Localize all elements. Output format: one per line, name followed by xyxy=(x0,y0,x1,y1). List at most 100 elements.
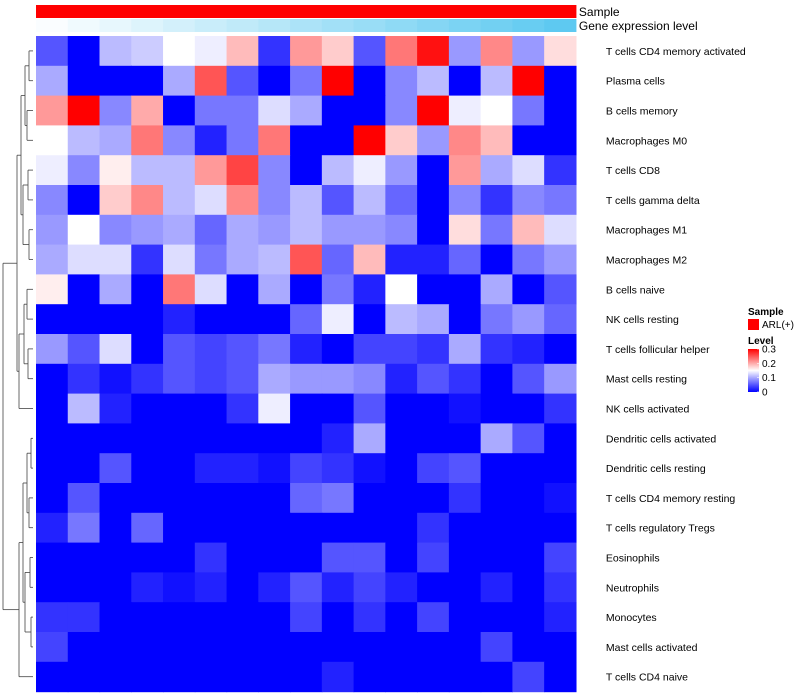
heatmap-cell xyxy=(163,244,196,275)
gene-expression-annotation-cell xyxy=(163,19,196,32)
heatmap-cell xyxy=(385,512,418,544)
heatmap-cell xyxy=(290,185,323,216)
heatmap-cell xyxy=(512,363,545,395)
heatmap-cell xyxy=(448,36,482,67)
heatmap-cell xyxy=(290,512,323,544)
heatmap-cell xyxy=(417,542,450,573)
heatmap-cell xyxy=(258,483,291,514)
row-label: Macrophages M2 xyxy=(606,255,687,267)
heatmap-cell xyxy=(163,214,196,246)
heatmap-cell xyxy=(353,453,386,484)
heatmap-cell xyxy=(290,632,323,663)
heatmap-cell xyxy=(353,572,386,603)
heatmap-cell xyxy=(321,125,355,156)
heatmap-cell xyxy=(480,65,513,97)
sample-annotation-cell xyxy=(163,5,196,18)
heatmap-cell xyxy=(544,95,577,126)
sample-annotation-cell xyxy=(480,5,513,18)
heatmap-cell xyxy=(385,661,418,693)
heatmap-cell xyxy=(353,214,386,246)
row-dendrogram xyxy=(2,50,33,678)
heatmap-cell xyxy=(480,542,513,573)
heatmap-cell xyxy=(385,274,418,305)
heatmap-cell xyxy=(131,542,164,573)
heatmap-cell xyxy=(544,125,577,156)
heatmap-cell xyxy=(480,632,513,663)
heatmap-cell xyxy=(290,453,323,484)
gene-expression-annotation-cell xyxy=(226,19,259,32)
heatmap-cell xyxy=(226,155,259,186)
heatmap-cell xyxy=(226,632,259,663)
row-label: T cells follicular helper xyxy=(606,344,710,356)
gene-expression-annotation-cell xyxy=(194,19,228,32)
heatmap-cell xyxy=(194,304,228,335)
sample-annotation-cell xyxy=(258,5,291,18)
sample-annotation-cell xyxy=(512,5,545,18)
heatmap-cell xyxy=(131,363,164,395)
heatmap-cell xyxy=(448,274,482,305)
gene-expression-annotation-cell xyxy=(258,19,291,32)
heatmap-cell xyxy=(67,214,101,246)
row-label: T cells CD4 memory activated xyxy=(606,46,746,58)
heatmap-cell xyxy=(480,423,513,454)
heatmap-cell xyxy=(480,602,513,633)
heatmap-cell xyxy=(194,572,228,603)
heatmap-cell xyxy=(226,65,259,97)
sample-annotation-cell xyxy=(194,5,228,18)
heatmap-cell xyxy=(99,274,132,305)
heatmap-cell xyxy=(131,572,164,603)
heatmap-cell xyxy=(258,185,291,216)
heatmap-cell xyxy=(417,483,450,514)
heatmap-cell xyxy=(544,304,577,335)
heatmap-cell xyxy=(321,155,355,186)
heatmap-cell xyxy=(321,36,355,67)
heatmap-cell xyxy=(194,95,228,126)
heatmap-cell xyxy=(258,304,291,335)
heatmap-cell xyxy=(353,512,386,544)
heatmap-cell xyxy=(194,512,228,544)
heatmap-cell xyxy=(226,304,259,335)
heatmap-cell xyxy=(290,95,323,126)
gene-expression-annotation-cell xyxy=(385,19,418,32)
heatmap-cell xyxy=(226,453,259,484)
heatmap-cell xyxy=(448,602,482,633)
sample-annotation-cell xyxy=(226,5,259,18)
heatmap-cell xyxy=(321,453,355,484)
heatmap-cell xyxy=(99,661,132,693)
heatmap-cell xyxy=(131,632,164,663)
heatmap-cell xyxy=(36,632,69,663)
heatmap-cell xyxy=(67,632,101,663)
heatmap-cell xyxy=(321,244,355,275)
legend-level-tick-label: 0 xyxy=(762,388,768,399)
row-label: NK cells activated xyxy=(606,404,690,416)
heatmap-cell xyxy=(67,512,101,544)
heatmap-cell xyxy=(163,274,196,305)
heatmap-cell xyxy=(321,95,355,126)
sample-annotation-cell xyxy=(448,5,482,18)
gene-expression-annotation-label: Gene expression level xyxy=(579,19,698,33)
heatmap-cell xyxy=(321,572,355,603)
heatmap-cell xyxy=(290,274,323,305)
heatmap-cell xyxy=(544,572,577,603)
heatmap-cell xyxy=(417,602,450,633)
heatmap-cell xyxy=(417,423,450,454)
heatmap-cell xyxy=(417,572,450,603)
heatmap-cell xyxy=(163,542,196,573)
heatmap-cell xyxy=(544,274,577,305)
heatmap-cell xyxy=(131,214,164,246)
heatmap-cell xyxy=(353,602,386,633)
heatmap-cell xyxy=(385,423,418,454)
heatmap-cell xyxy=(480,572,513,603)
heatmap-cell xyxy=(67,453,101,484)
heatmap-cell xyxy=(480,393,513,424)
heatmap-cell xyxy=(163,572,196,603)
heatmap-cell xyxy=(448,304,482,335)
heatmap-cell xyxy=(512,304,545,335)
heatmap-cell xyxy=(417,393,450,424)
heatmap-cell xyxy=(417,274,450,305)
heatmap-cell xyxy=(131,95,164,126)
sample-annotation-cell xyxy=(67,5,101,18)
